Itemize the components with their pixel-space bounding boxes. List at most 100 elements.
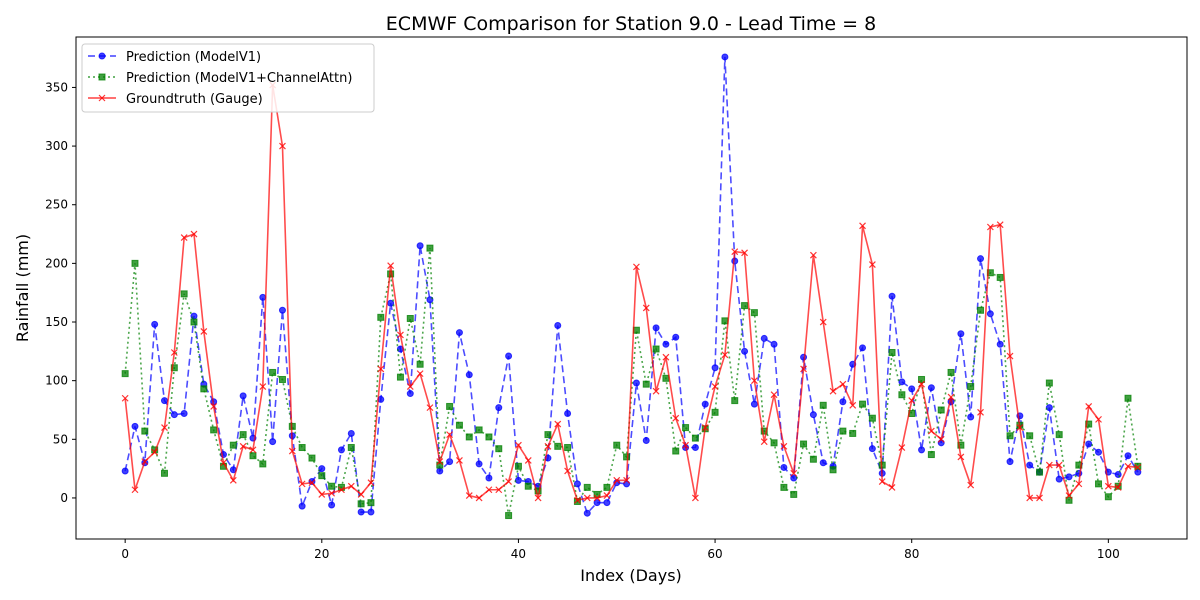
data-point bbox=[908, 397, 916, 405]
data-point bbox=[465, 492, 473, 500]
data-point bbox=[465, 371, 473, 379]
data-point bbox=[278, 306, 286, 314]
data-point bbox=[416, 370, 424, 378]
data-point bbox=[642, 436, 650, 444]
x-axis-title: Index (Days) bbox=[580, 566, 682, 585]
data-point bbox=[554, 420, 562, 428]
data-point bbox=[249, 446, 257, 454]
data-point bbox=[308, 479, 316, 487]
y-tick-label: 150 bbox=[45, 315, 68, 329]
data-point bbox=[573, 480, 581, 488]
data-point bbox=[534, 494, 542, 502]
data-point bbox=[986, 223, 994, 231]
data-point bbox=[770, 340, 778, 348]
legend-entry: Prediction (ModelV1+ChannelAttn) bbox=[88, 71, 352, 86]
data-point bbox=[337, 446, 345, 454]
series-line bbox=[124, 248, 1139, 516]
legend-label: Prediction (ModelV1+ChannelAttn) bbox=[126, 71, 352, 86]
data-point bbox=[918, 375, 926, 383]
data-point bbox=[210, 426, 218, 434]
data-point bbox=[701, 400, 709, 408]
data-point bbox=[455, 329, 463, 337]
data-point bbox=[1045, 404, 1053, 412]
data-point bbox=[121, 467, 129, 475]
data-point bbox=[662, 340, 670, 348]
data-point bbox=[859, 400, 867, 408]
data-point bbox=[711, 364, 719, 372]
data-point bbox=[672, 333, 680, 341]
data-point bbox=[524, 456, 532, 464]
data-point bbox=[967, 383, 975, 391]
data-point bbox=[229, 441, 237, 449]
data-point bbox=[190, 230, 198, 238]
data-point bbox=[741, 347, 749, 355]
data-point bbox=[682, 424, 690, 432]
legend-label: Prediction (ModelV1) bbox=[126, 50, 261, 65]
y-tick-label: 350 bbox=[45, 80, 68, 94]
data-point bbox=[868, 445, 876, 453]
data-point bbox=[918, 446, 926, 454]
data-point bbox=[446, 458, 454, 466]
data-point bbox=[809, 411, 817, 419]
data-point bbox=[691, 444, 699, 452]
data-point bbox=[1085, 440, 1093, 448]
data-point bbox=[180, 234, 188, 241]
data-point bbox=[495, 445, 503, 453]
data-point bbox=[170, 349, 178, 356]
data-point bbox=[514, 476, 522, 484]
y-tick-label: 100 bbox=[45, 374, 68, 388]
data-point bbox=[760, 334, 768, 342]
data-point bbox=[259, 460, 267, 468]
data-point bbox=[1104, 493, 1112, 501]
x-tick-label: 80 bbox=[904, 547, 919, 561]
data-point bbox=[947, 368, 955, 376]
data-point bbox=[347, 482, 355, 490]
data-point bbox=[1114, 470, 1122, 478]
data-point bbox=[485, 486, 493, 494]
data-point bbox=[121, 394, 129, 402]
data-point bbox=[1095, 415, 1102, 423]
data-point bbox=[662, 353, 670, 361]
data-point bbox=[387, 262, 395, 270]
data-point bbox=[790, 469, 798, 477]
data-point bbox=[1104, 482, 1112, 490]
data-point bbox=[691, 434, 699, 442]
data-point bbox=[741, 302, 749, 310]
data-point bbox=[1026, 494, 1034, 502]
data-point bbox=[977, 408, 984, 416]
data-point bbox=[750, 400, 758, 408]
data-point bbox=[652, 387, 660, 395]
data-point bbox=[406, 383, 414, 390]
y-tick-label: 300 bbox=[45, 139, 68, 153]
data-point bbox=[977, 255, 985, 263]
data-point bbox=[878, 478, 886, 485]
data-point bbox=[937, 435, 945, 443]
data-point bbox=[809, 455, 817, 463]
data-point bbox=[298, 502, 306, 510]
data-point bbox=[593, 499, 601, 507]
data-point bbox=[918, 380, 925, 388]
data-point bbox=[800, 353, 808, 361]
data-point bbox=[416, 242, 424, 250]
data-point bbox=[996, 221, 1004, 229]
data-point bbox=[859, 344, 867, 352]
data-point bbox=[416, 360, 424, 368]
data-point bbox=[691, 494, 699, 502]
data-point bbox=[367, 479, 375, 487]
data-point bbox=[780, 483, 788, 491]
data-point bbox=[485, 474, 493, 482]
data-point bbox=[229, 476, 237, 484]
data-point bbox=[1095, 480, 1103, 488]
data-point bbox=[868, 414, 876, 422]
data-point bbox=[465, 433, 473, 441]
data-point bbox=[200, 385, 208, 393]
data-point bbox=[898, 391, 906, 399]
x-tick-label: 100 bbox=[1097, 547, 1120, 561]
data-point bbox=[1026, 432, 1034, 440]
data-point bbox=[396, 373, 404, 381]
data-point bbox=[357, 500, 365, 508]
data-point bbox=[996, 273, 1004, 281]
series-line bbox=[124, 56, 1139, 515]
x-tick-label: 60 bbox=[707, 547, 722, 561]
